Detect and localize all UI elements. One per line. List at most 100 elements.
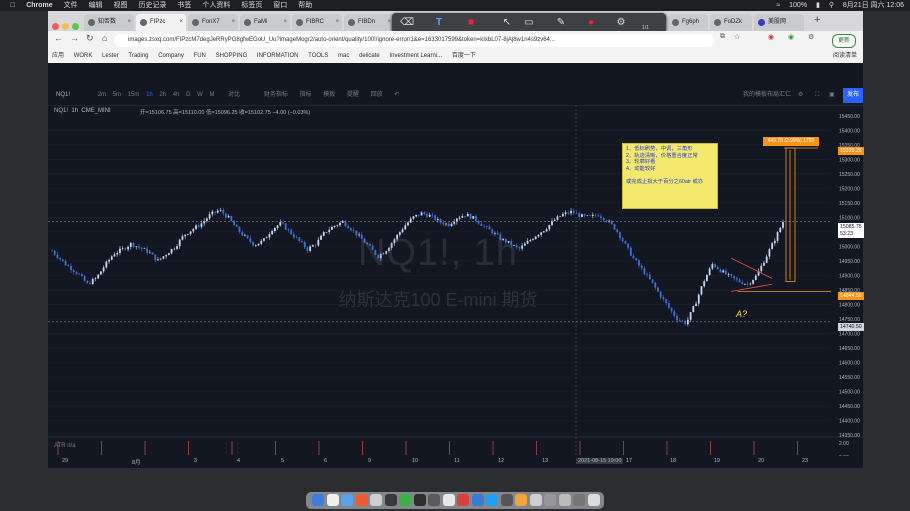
bookmark-folder[interactable]: INFORMATION bbox=[256, 53, 299, 59]
share-icon[interactable]: ⧉ bbox=[720, 33, 725, 40]
interval-button-active[interactable]: 1h bbox=[146, 92, 153, 98]
battery-level[interactable]: 100% bbox=[789, 2, 808, 9]
star-icon[interactable]: ☆ bbox=[734, 34, 741, 41]
color-picker-icon[interactable]: ■ bbox=[467, 17, 475, 28]
dock-app-icon[interactable] bbox=[355, 494, 368, 506]
reload-icon[interactable]: ↻ bbox=[86, 33, 94, 43]
dock-app-icon[interactable] bbox=[384, 494, 397, 506]
bookmark-folder[interactable]: Investment Learni... bbox=[389, 53, 443, 59]
gear-icon[interactable]: ⚙ bbox=[616, 17, 626, 28]
reading-list[interactable]: 阅读清单 bbox=[832, 53, 857, 59]
apple-menu-icon[interactable]:  bbox=[10, 0, 15, 11]
dock-app-icon[interactable] bbox=[326, 494, 339, 506]
menubar-item-window[interactable]: 窗口 bbox=[268, 2, 287, 9]
address-input[interactable]: images.zsxq.com/FIPzcM7degJeRRyPG8gfwEGo… bbox=[114, 34, 714, 47]
dock-app-icon[interactable] bbox=[471, 494, 484, 506]
sticky-note[interactable]: 1、低标刷势，中调，三角形 2、轨迹清晰，价格重合度正常 3、轮廓好看 4、动能… bbox=[622, 143, 718, 209]
atr-indicator-label[interactable]: ATR n/a bbox=[54, 443, 76, 449]
pointer-icon[interactable]: ↖ bbox=[502, 17, 512, 28]
triangle-lower-line[interactable] bbox=[730, 283, 773, 292]
close-window-button[interactable] bbox=[52, 23, 59, 30]
bookmark-folder[interactable]: SHOPPING bbox=[215, 53, 248, 59]
interval-button[interactable]: D bbox=[186, 92, 191, 98]
price-chart[interactable]: 15450.00 15400.00 15350.00 15300.00 15250.00… bbox=[48, 105, 863, 468]
dock-app-icon[interactable] bbox=[442, 494, 455, 506]
dock-app-icon[interactable] bbox=[457, 494, 469, 506]
toolbar-symbol[interactable]: NQ1! bbox=[56, 92, 71, 98]
dock-app-icon[interactable] bbox=[428, 494, 440, 506]
templates-button[interactable]: 模板 bbox=[323, 92, 336, 98]
camera-icon[interactable]: ▣ bbox=[829, 92, 835, 98]
bookmark-folder[interactable]: WORK bbox=[73, 53, 93, 59]
menubar-item-bookmarks[interactable]: 书签 bbox=[172, 2, 191, 9]
bookmark-folder[interactable]: FUN bbox=[193, 53, 206, 59]
record-icon[interactable]: ● bbox=[587, 17, 595, 28]
search-icon[interactable]: ⚲ bbox=[828, 2, 834, 9]
alert-button[interactable]: 提醒 bbox=[346, 92, 359, 98]
bookmark-folder[interactable]: Lester bbox=[102, 53, 119, 59]
dock-app-icon[interactable] bbox=[341, 494, 353, 506]
bookmark-baidu[interactable]: 百度一下 bbox=[451, 53, 476, 59]
browser-tab[interactable]: 美股网 bbox=[754, 14, 804, 31]
indicators-button[interactable]: 指标 bbox=[299, 92, 312, 98]
forward-arrow-icon[interactable]: → bbox=[70, 33, 79, 43]
text-tool-icon[interactable]: T bbox=[435, 17, 443, 28]
interval-button[interactable]: 2h bbox=[159, 92, 167, 98]
menubar-item-help[interactable]: 帮助 bbox=[292, 2, 312, 9]
dock-app-icon[interactable] bbox=[399, 494, 411, 506]
menubar-item-edit[interactable]: 编辑 bbox=[83, 2, 103, 9]
bookmark-folder[interactable]: TOOLS bbox=[308, 53, 329, 59]
interval-button[interactable]: W bbox=[197, 92, 203, 98]
menubar-item-tabs[interactable]: 标签页 bbox=[236, 2, 262, 9]
bookmark-apps[interactable]: 应用 bbox=[52, 53, 65, 59]
close-icon[interactable]: × bbox=[283, 19, 287, 25]
interval-button[interactable]: 2m bbox=[97, 92, 107, 98]
menubar-item-file[interactable]: 文件 bbox=[58, 2, 78, 9]
close-icon[interactable]: × bbox=[387, 19, 391, 25]
dock-app-icon[interactable] bbox=[500, 494, 513, 506]
menubar-item-view[interactable]: 视图 bbox=[108, 2, 128, 9]
close-icon[interactable]: × bbox=[179, 19, 183, 25]
dock-app-icon[interactable] bbox=[413, 494, 426, 506]
dock-app-icon[interactable] bbox=[529, 494, 542, 506]
publish-button[interactable]: 发布 bbox=[843, 88, 863, 103]
dock-app-icon[interactable] bbox=[515, 494, 527, 506]
close-icon[interactable]: × bbox=[335, 19, 339, 25]
puzzle-icon[interactable]: ⚙ bbox=[808, 34, 815, 41]
new-tab-button[interactable]: + bbox=[814, 14, 821, 26]
browser-tab[interactable]: 知否数 × bbox=[84, 14, 134, 31]
wifi-icon[interactable]: ≈ bbox=[776, 2, 781, 9]
menubar-app-name[interactable]: Chrome bbox=[20, 2, 52, 9]
update-button[interactable]: 更新 bbox=[831, 34, 856, 48]
dock-app-icon[interactable] bbox=[370, 494, 382, 506]
browser-tab[interactable]: FIBRC × bbox=[292, 14, 342, 31]
replay-button[interactable]: 回放 bbox=[370, 92, 383, 98]
browser-tab[interactable]: FonX7 × bbox=[188, 14, 238, 31]
settings-icon[interactable]: ⚙ bbox=[798, 92, 804, 98]
minimize-window-button[interactable] bbox=[62, 23, 69, 30]
pen-tool-icon[interactable]: ✎ bbox=[556, 17, 566, 28]
layout-name[interactable]: 我的模板布局汇仁 bbox=[743, 92, 792, 98]
time-axis[interactable]: 29 8月 3 4 5 6 9 10 11 12 13 2021-08-15 19:00 17 18 19 2… bbox=[48, 456, 863, 468]
close-icon[interactable]: × bbox=[231, 19, 235, 25]
dock-app-icon[interactable] bbox=[544, 494, 556, 506]
interval-button[interactable]: M bbox=[209, 92, 215, 98]
browser-tab[interactable]: FIBDn × bbox=[344, 14, 394, 31]
browser-tab[interactable]: Fg6ph bbox=[668, 14, 708, 31]
undo-icon[interactable]: ↶ bbox=[394, 92, 400, 98]
interval-button[interactable]: 5m bbox=[112, 92, 122, 98]
extension-icon[interactable]: ◉ bbox=[768, 34, 775, 41]
dock-app-icon[interactable] bbox=[573, 494, 585, 506]
interval-button[interactable]: 15m bbox=[127, 92, 140, 98]
bookmark-folder[interactable]: Company bbox=[158, 53, 184, 59]
close-icon[interactable]: × bbox=[127, 19, 131, 25]
dock-app-icon[interactable] bbox=[312, 494, 324, 506]
rectangle-tool-icon[interactable]: ▭ bbox=[524, 17, 534, 28]
compare-button[interactable]: 对比 bbox=[228, 92, 241, 98]
clock[interactable]: 8月21日 周六 12:06 bbox=[842, 2, 904, 9]
triangle-upper-line[interactable] bbox=[730, 257, 773, 279]
interval-button[interactable]: 4h bbox=[172, 92, 180, 98]
dock-app-icon[interactable] bbox=[587, 494, 600, 506]
menubar-item-history[interactable]: 历史记录 bbox=[133, 2, 166, 9]
extension-icon[interactable]: ◉ bbox=[788, 34, 795, 41]
